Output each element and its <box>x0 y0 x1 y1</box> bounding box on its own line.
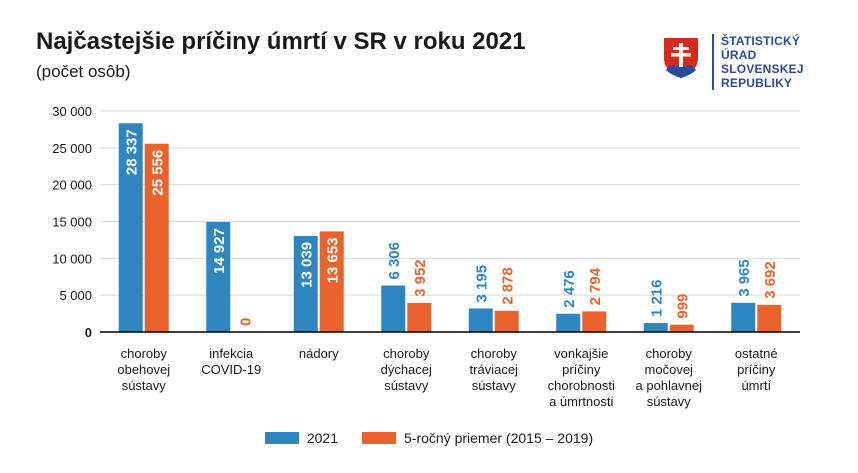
x-tick-label-line: sústavy <box>122 378 167 393</box>
logo-text: ŠTATISTICKÝ ÚRAD SLOVENSKEJ REPUBLIKY <box>712 34 804 90</box>
bar <box>582 311 607 332</box>
y-tick-label: 15 000 <box>52 215 92 230</box>
chart-subtitle: (počet osôb) <box>36 62 131 81</box>
x-tick-label-line: COVID-19 <box>201 362 261 377</box>
bar <box>731 302 756 332</box>
data-label: 999 <box>675 294 692 319</box>
y-tick-label: 0 <box>85 325 92 340</box>
bar <box>556 313 581 332</box>
x-tick-label: choroby dýchacej sústavy <box>381 346 432 393</box>
statistics-office-logo: ŠTATISTICKÝ ÚRAD SLOVENSKEJ REPUBLIKY <box>662 34 842 98</box>
x-tick-label-line: sústavy <box>647 394 692 409</box>
bar <box>206 222 231 332</box>
data-label: 3 195 <box>474 265 491 303</box>
bar <box>381 285 406 332</box>
bar <box>118 123 143 332</box>
x-tick-label-line: choroby <box>471 346 518 361</box>
data-label: 6 306 <box>386 242 403 280</box>
x-tick-label-line: príčiny <box>737 362 776 377</box>
data-label: 3 965 <box>736 259 753 297</box>
data-label: 1 216 <box>649 279 666 317</box>
x-tick-label-line: choroby <box>121 346 168 361</box>
bar <box>293 235 318 332</box>
y-tick-label: 20 000 <box>52 178 92 193</box>
data-label: 28 337 <box>124 129 141 175</box>
x-tick-label: choroby tráviacej sústavy <box>470 346 519 393</box>
x-tick-label: choroby močovej a pohlavnej sústavy <box>636 346 703 409</box>
legend-label-2021: 2021 <box>306 430 339 446</box>
data-label: 3 692 <box>762 261 779 299</box>
legend-item-2021: 2021 <box>264 430 339 446</box>
bar <box>319 231 344 332</box>
legend-swatch-average <box>362 432 397 444</box>
logo-line: REPUBLIKY <box>721 76 793 90</box>
x-tick-label-line: choroby <box>383 346 430 361</box>
logo-line: ÚRAD <box>721 48 757 62</box>
data-label: 3 952 <box>412 259 429 297</box>
y-tick-label: 10 000 <box>52 251 92 266</box>
data-label: 25 556 <box>150 150 167 196</box>
data-label: 14 927 <box>211 228 228 274</box>
x-tick-label-line: dýchacej <box>381 362 432 377</box>
bar <box>468 308 493 332</box>
x-tick-label-line: sústavy <box>384 378 429 393</box>
legend: 2021 5-ročný priemer (2015 – 2019) <box>0 430 858 446</box>
data-label: 2 476 <box>561 270 578 308</box>
bar <box>669 324 694 332</box>
x-tick-label: choroby obehovej sústavy <box>117 346 170 393</box>
legend-item-average: 5-ročný priemer (2015 – 2019) <box>362 430 593 446</box>
data-label: 2 878 <box>500 267 517 305</box>
data-label: 13 039 <box>299 242 316 288</box>
logo-line: SLOVENSKEJ <box>721 62 804 76</box>
x-tick-label: infekcia COVID-19 <box>201 346 261 377</box>
y-tick-label: 30 000 <box>52 104 92 119</box>
x-tick-label-line: príčiny <box>562 362 601 377</box>
data-label: 13 653 <box>325 237 342 283</box>
legend-label-average: 5-ročný priemer (2015 – 2019) <box>404 430 594 446</box>
bar <box>144 143 169 332</box>
bar <box>757 304 782 332</box>
x-tick-label-line: a pohlavnej <box>636 378 703 393</box>
x-tick-label-line: a úmrtnosti <box>549 394 613 409</box>
y-tick-label: 5 000 <box>59 288 92 303</box>
y-tick-label: 25 000 <box>52 141 92 156</box>
x-tick-label-line: ostatné <box>735 346 778 361</box>
legend-swatch-2021 <box>264 432 299 444</box>
chart-title: Najčastejšie príčiny úmrtí v SR v roku 2… <box>36 28 526 55</box>
x-tick-label: ostatné príčiny úmrtí <box>735 346 778 393</box>
bar <box>494 310 519 332</box>
x-tick-label: vonkajšie príčiny chorobnosti a úmrtnosti <box>548 346 615 409</box>
x-tick-label-line: nádory <box>299 346 339 361</box>
bar <box>643 323 668 332</box>
x-tick-label-line: úmrtí <box>741 378 771 393</box>
x-tick-label-line: chorobnosti <box>548 378 615 393</box>
x-tick-label-line: vonkajšie <box>554 346 608 361</box>
slovak-coat-of-arms-icon <box>664 38 698 78</box>
logo-line: ŠTATISTICKÝ <box>721 34 801 48</box>
x-tick-label-line: močovej <box>645 362 694 377</box>
data-label: 0 <box>237 318 254 326</box>
x-tick-label-line: choroby <box>646 346 693 361</box>
x-tick-label-line: infekcia <box>209 346 254 361</box>
bar <box>407 302 432 332</box>
x-tick-label-line: tráviacej <box>470 362 519 377</box>
x-tick-label: nádory <box>299 346 339 361</box>
data-label: 2 794 <box>587 267 604 305</box>
x-tick-label-line: sústavy <box>472 378 517 393</box>
x-tick-label-line: obehovej <box>117 362 170 377</box>
